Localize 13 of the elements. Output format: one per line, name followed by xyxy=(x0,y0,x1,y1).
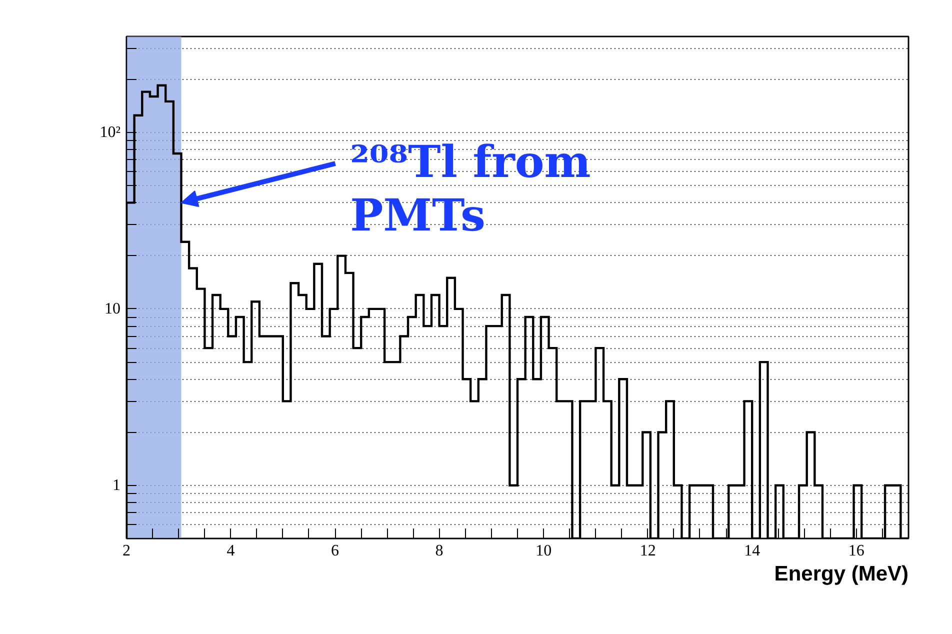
x-tick-label: 8 xyxy=(435,542,444,560)
y-tick-label: 10 xyxy=(104,300,120,318)
x-axis-title: Energy (MeV) xyxy=(774,562,909,586)
x-tick-label: 14 xyxy=(744,542,760,560)
y-tick-label: 1 xyxy=(112,476,120,494)
x-tick-label: 10 xyxy=(536,542,552,560)
x-tick-label: 4 xyxy=(226,542,235,560)
x-tick-label: 2 xyxy=(122,542,130,560)
x-tick-label: 12 xyxy=(640,542,656,560)
x-tick-label: 16 xyxy=(848,542,864,560)
y-tick-label: 10² xyxy=(100,124,121,141)
annotation: ²⁰⁸Tl from PMTs xyxy=(350,136,591,242)
x-tick-label: 6 xyxy=(331,542,340,560)
